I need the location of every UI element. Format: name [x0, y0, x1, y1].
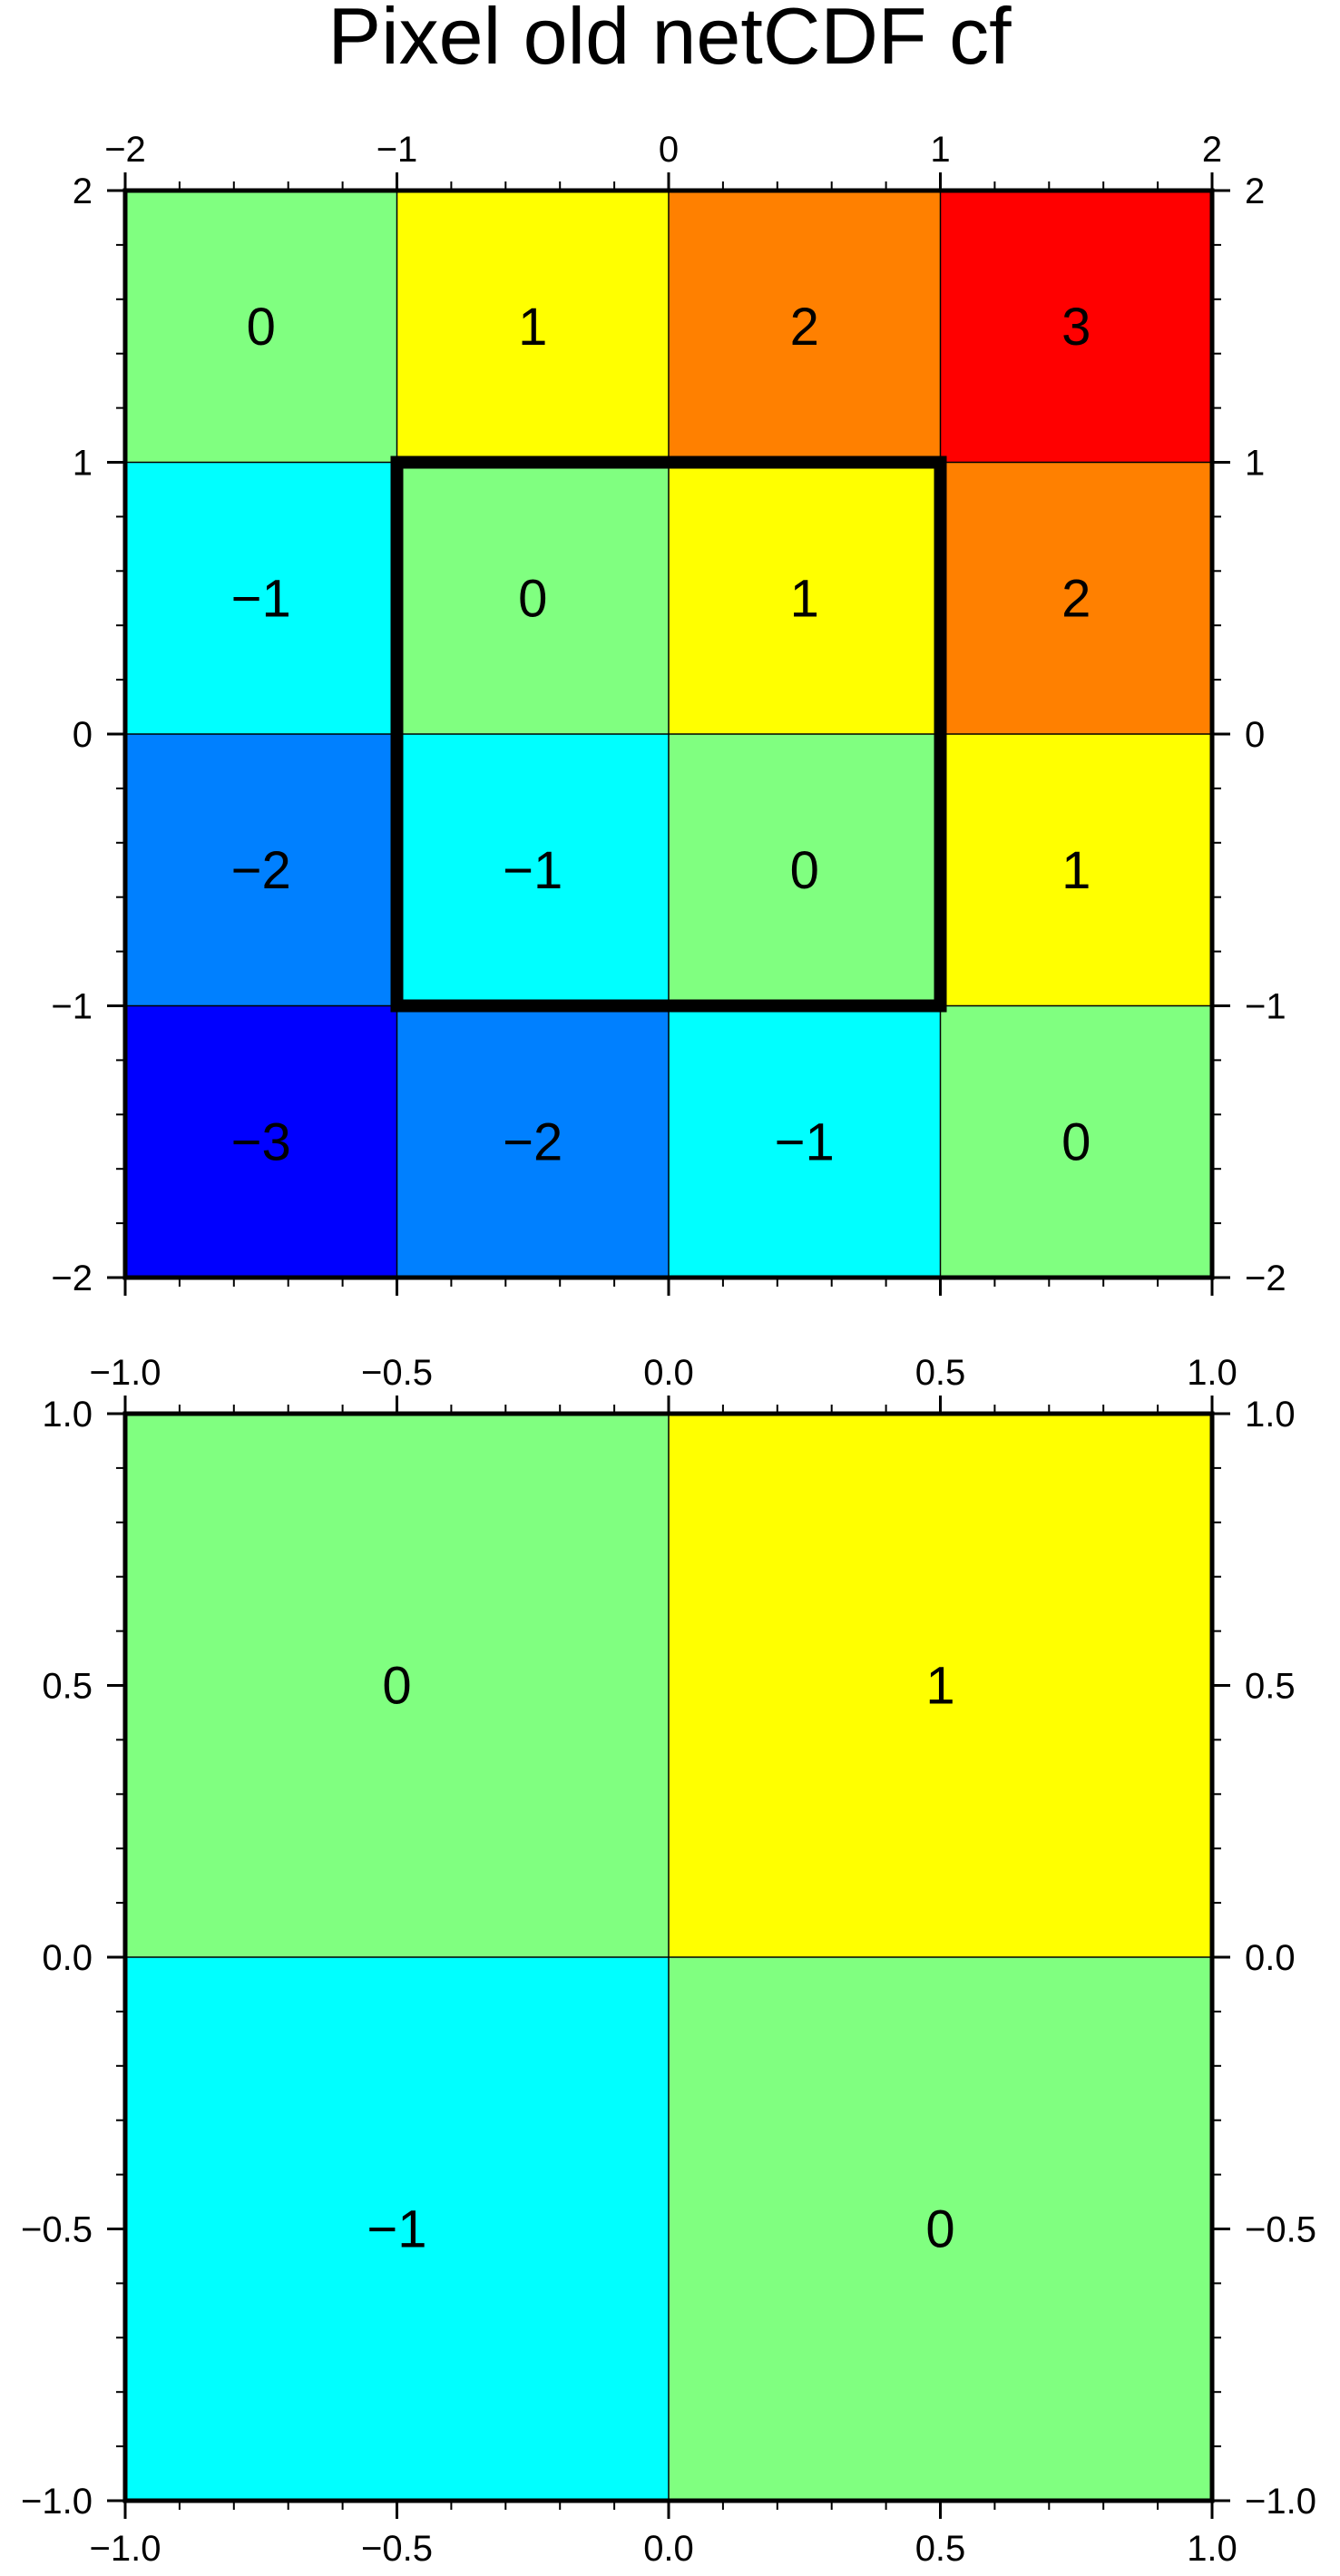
cell-value-label: 0	[925, 2200, 954, 2259]
x-tick-label: 1.0	[1187, 1353, 1237, 1393]
y-tick-label: 1	[1245, 444, 1265, 484]
cell-value-label: −2	[503, 1112, 562, 1171]
cell-value-label: 0	[1061, 1112, 1091, 1171]
heatmap-cell	[396, 734, 669, 1006]
heatmap-cell	[940, 462, 1212, 734]
y-tick-label: −0.5	[1245, 2210, 1316, 2250]
y-tick-label: −2	[1245, 1259, 1286, 1298]
x-tick-label: 0.5	[915, 2529, 966, 2569]
heatmap-cell	[396, 462, 669, 734]
x-tick-label: 0	[659, 130, 679, 170]
cell-value-label: 0	[790, 841, 819, 900]
y-tick-label: 1.0	[42, 1395, 93, 1435]
x-tick-label: −0.5	[361, 1353, 433, 1393]
y-tick-label: −1	[1245, 987, 1286, 1027]
heatmap-cell	[125, 462, 397, 734]
y-tick-label: 0.0	[1245, 1938, 1296, 1978]
y-tick-label: −1	[51, 987, 93, 1027]
x-tick-label: 1.0	[1187, 2529, 1237, 2569]
cell-value-label: 1	[1061, 841, 1091, 900]
x-tick-label: 1	[930, 130, 950, 170]
y-tick-label: −0.5	[21, 2210, 93, 2250]
heatmap-cell	[669, 734, 941, 1006]
heatmap-cell	[940, 191, 1212, 463]
heatmap-cell	[669, 191, 941, 463]
y-tick-label: 0.0	[42, 1938, 93, 1978]
cell-value-label: −1	[231, 569, 291, 628]
cell-value-label: 3	[1061, 298, 1091, 357]
heatmap-cell	[125, 734, 397, 1006]
heatmap-cell	[669, 1414, 1212, 1957]
y-tick-label: 1.0	[1245, 1395, 1296, 1435]
cell-value-label: 0	[382, 1657, 411, 1716]
cell-value-label: 2	[790, 298, 819, 357]
cell-value-label: −1	[503, 841, 562, 900]
y-tick-label: 0.5	[1245, 1667, 1296, 1707]
y-tick-label: 0	[73, 715, 93, 755]
cell-value-label: 0	[247, 298, 276, 357]
y-tick-label: −2	[51, 1259, 93, 1298]
y-tick-label: 0	[1245, 715, 1265, 755]
cell-value-label: 1	[518, 298, 547, 357]
highlight-box	[390, 455, 947, 1013]
x-tick-label: 2	[1202, 130, 1222, 170]
x-tick-label: −0.5	[361, 2529, 433, 2569]
heatmap-cell	[940, 1005, 1212, 1278]
heatmap-cell	[669, 462, 941, 734]
cell-value-label: −1	[367, 2200, 426, 2259]
heatmap-cell	[396, 191, 669, 463]
y-tick-label: −1.0	[21, 2482, 93, 2522]
heatmap-cell	[669, 1957, 1212, 2501]
cell-value-label: −3	[231, 1112, 291, 1171]
heatmap-cell	[125, 1957, 669, 2501]
x-tick-label: 0.0	[643, 2529, 694, 2569]
heatmap-cell	[125, 1005, 397, 1278]
heatmap-cell	[125, 191, 397, 463]
bottom-panel: 0 1−1 0−1.0−1.0−0.5−0.50.00.00.50.51.01.0−…	[21, 1353, 1316, 2569]
y-tick-label: −1.0	[1245, 2482, 1316, 2522]
cell-value-label: −1	[775, 1112, 835, 1171]
x-tick-label: 0.0	[643, 1353, 694, 1393]
cell-value-label: 2	[1061, 569, 1091, 628]
cell-value-label: −2	[231, 841, 291, 900]
chart-title: Pixel old netCDF cf	[328, 0, 1012, 81]
cell-value-label: 1	[790, 569, 819, 628]
y-tick-label: 2	[1245, 171, 1265, 211]
heatmap-cell	[396, 1005, 669, 1278]
heatmap-cell	[669, 1005, 941, 1278]
x-tick-label: −1	[377, 130, 418, 170]
y-tick-label: 1	[73, 444, 93, 484]
x-tick-label: −2	[104, 130, 146, 170]
heatmap-cell	[125, 1414, 669, 1957]
cell-value-label: 0	[518, 569, 547, 628]
x-tick-label: −1.0	[90, 2529, 161, 2569]
x-tick-label: −1.0	[90, 1353, 161, 1393]
y-tick-label: 2	[73, 171, 93, 211]
heatmap-cell	[940, 734, 1212, 1006]
cell-value-label: 1	[925, 1657, 954, 1716]
y-tick-label: 0.5	[42, 1667, 93, 1707]
x-tick-label: 0.5	[915, 1353, 966, 1393]
top-panel: 0 1 2 3 −1 0 1 2 −2 −1 0 1 −3 −2 −1 0 −2 −1 0 1 2 −2 −2 −1 −1 0 0 1…	[51, 130, 1286, 1298]
